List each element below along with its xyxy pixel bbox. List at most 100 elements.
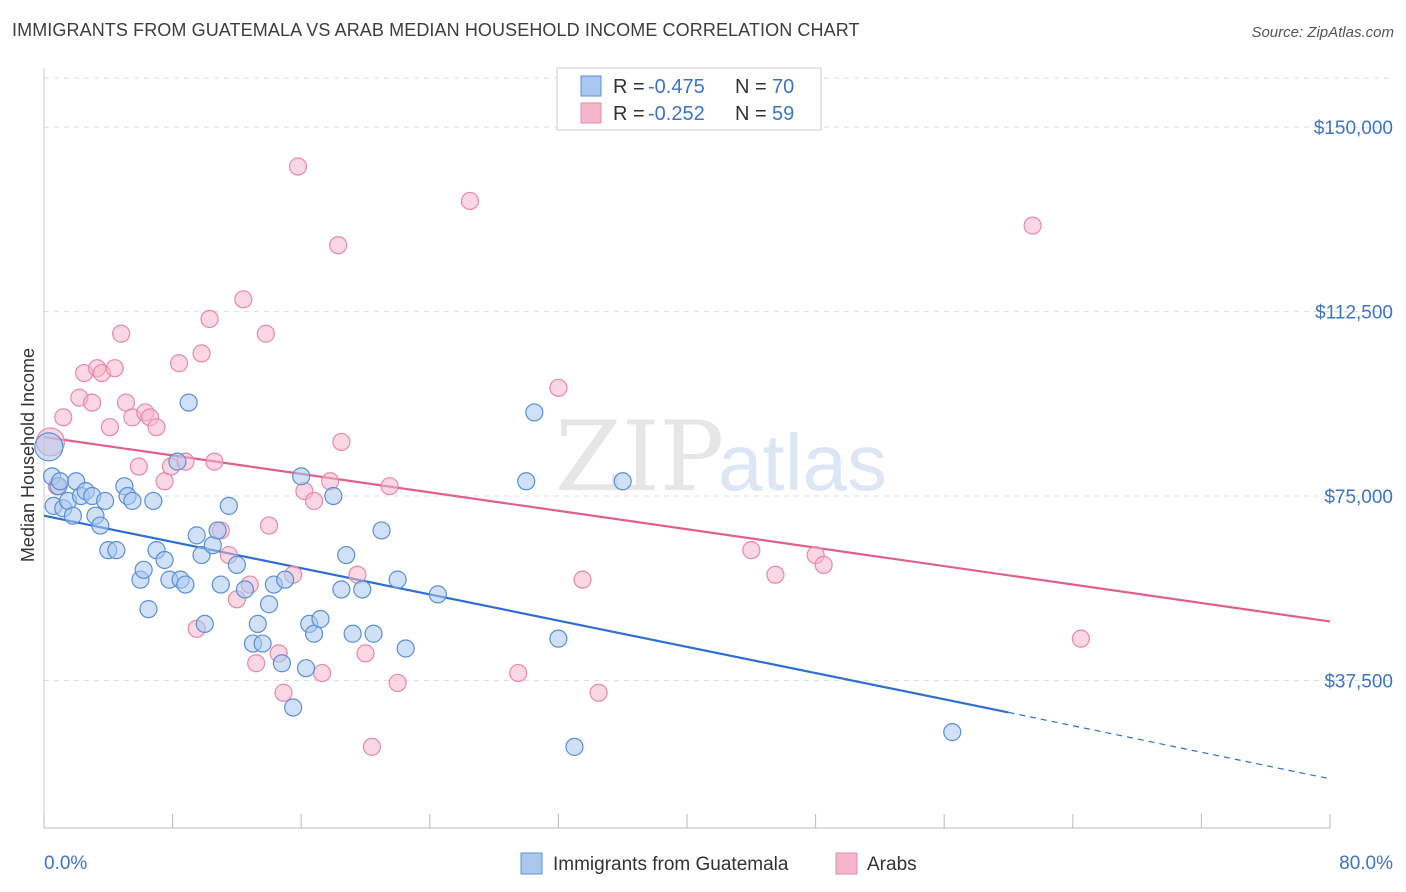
watermark-zip: ZIP (555, 401, 724, 513)
y-axis-label: Median Household Income (18, 348, 38, 562)
guatemala-point (195, 614, 214, 634)
series-swatch-guatemala (520, 852, 543, 875)
arab-point (362, 737, 382, 756)
arab-point (112, 324, 131, 343)
legend-n-label-2: N = (735, 103, 767, 125)
guatemala-point (155, 550, 174, 570)
arab-point (192, 344, 211, 363)
series-label-arabs: Arabs (867, 854, 917, 875)
arab-point (573, 570, 592, 589)
x-tick-max: 80.0% (1339, 853, 1393, 874)
guatemala-point (168, 452, 187, 471)
guatemala-point (311, 609, 330, 629)
series-legend: Immigrants from Guatemala Arabs (520, 852, 917, 875)
arab-point (83, 393, 102, 412)
legend-n-value-1: 70 (772, 76, 794, 98)
guatemala-point (549, 629, 568, 648)
arab-point (460, 191, 480, 211)
arab-trendline (43, 435, 1331, 623)
arab-point (321, 472, 340, 491)
guatemala-point (179, 393, 198, 412)
y-tick-label: $150,000 (1314, 118, 1393, 139)
legend-r-value-2: -0.252 (648, 103, 705, 125)
arab-point (589, 683, 608, 702)
legend-r-label-2: R = (613, 103, 645, 125)
arab-point (200, 309, 219, 329)
guatemala-trendline (43, 514, 1009, 714)
guatemala-point (107, 541, 126, 560)
chart-source: Source: ZipAtlas.com (1251, 24, 1394, 41)
guatemala-point (176, 575, 195, 594)
guatemala-point (50, 472, 70, 491)
legend-r-label-1: R = (613, 76, 645, 98)
guatemala-point (943, 722, 962, 742)
guatemala-point (337, 545, 356, 565)
arab-point (304, 491, 324, 511)
guatemala-point (613, 472, 632, 491)
arab-point (549, 378, 568, 397)
x-tick-min: 0.0% (44, 853, 87, 874)
arab-point (388, 673, 407, 693)
guatemala-point (343, 624, 362, 643)
guatemala-point (211, 575, 230, 594)
arab-point (509, 663, 528, 683)
guatemala-point (364, 624, 383, 643)
legend-n-label-1: N = (735, 76, 767, 98)
arab-point (814, 555, 833, 574)
guatemala-point (517, 472, 536, 491)
guatemala-point (332, 580, 351, 599)
guatemala-point (284, 698, 303, 717)
data-points (34, 157, 1090, 756)
arab-point (147, 418, 166, 437)
series-label-guatemala: Immigrants from Guatemala (553, 854, 789, 875)
guatemala-point (219, 496, 238, 515)
guatemala-point (208, 521, 227, 540)
arab-point (332, 432, 351, 452)
guatemala-point (292, 467, 311, 486)
y-tick-label: $37,500 (1324, 671, 1393, 692)
guatemala-point (276, 570, 295, 589)
arab-point (274, 683, 293, 702)
arab-point (105, 359, 124, 378)
guatemala-point (296, 659, 316, 678)
guatemala-point (353, 580, 372, 599)
guatemala-point (235, 580, 255, 599)
arab-point (288, 157, 308, 176)
y-tick-label: $75,000 (1324, 487, 1393, 508)
y-tick-labels: $37,500 $75,000 $112,500 $150,000 (1314, 118, 1393, 692)
guatemala-trendline-extension (1008, 711, 1331, 780)
guatemala-point (259, 595, 279, 614)
arab-point (54, 408, 73, 427)
watermark-atlas: atlas (718, 418, 887, 507)
guatemala-point (95, 491, 115, 511)
arab-point (356, 644, 375, 663)
chart-title: IMMIGRANTS FROM GUATEMALA VS ARAB MEDIAN… (12, 20, 860, 40)
arab-point (205, 452, 224, 471)
series-swatch-arabs (835, 852, 858, 875)
arab-point (234, 290, 253, 309)
guatemala-point (372, 521, 391, 540)
arab-point (742, 541, 761, 560)
legend-swatch-pink (580, 102, 602, 124)
guatemala-point (388, 570, 407, 589)
guatemala-point (123, 491, 142, 511)
stats-legend: R = -0.475 N = 70 R = -0.252 N = 59 (556, 67, 822, 131)
guatemala-point (272, 654, 292, 673)
guatemala-point (248, 614, 267, 634)
arab-point (329, 236, 348, 255)
arab-point (247, 654, 266, 673)
guatemala-point (187, 526, 206, 545)
arab-point (169, 354, 189, 373)
guatemala-point (324, 486, 343, 506)
guatemala-point (144, 491, 163, 511)
guatemala-point (253, 634, 272, 653)
arab-point (380, 477, 399, 496)
guatemala-point (91, 516, 110, 535)
arab-point (1023, 216, 1042, 235)
arab-point (766, 565, 785, 584)
guatemala-point (34, 432, 64, 462)
legend-n-value-2: 59 (772, 103, 794, 125)
legend-r-value-1: -0.475 (648, 76, 705, 98)
guatemala-point (227, 555, 246, 574)
y-tick-label: $112,500 (1315, 303, 1393, 324)
